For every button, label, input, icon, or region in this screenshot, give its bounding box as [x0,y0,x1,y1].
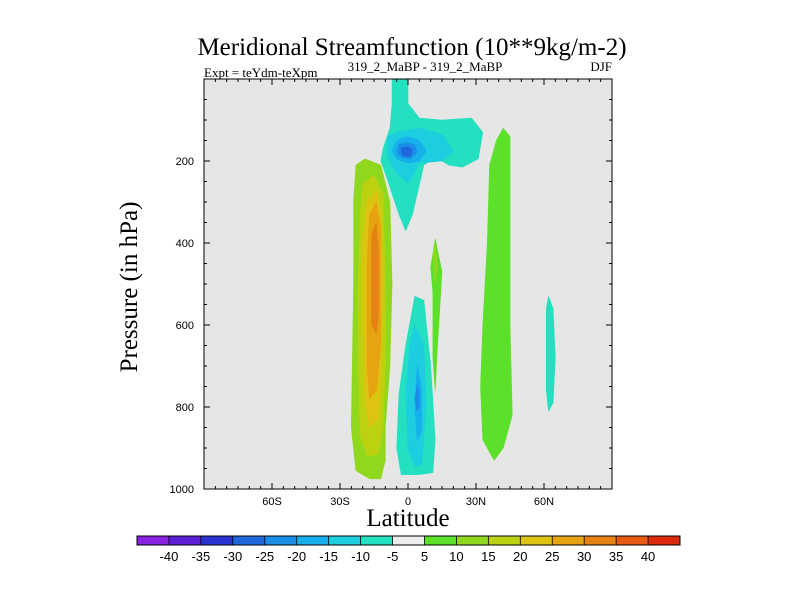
chart-subtitle-right: DJF [590,59,612,74]
x-axis-label: Latitude [366,505,449,532]
contour-nh-neg-small [545,295,556,412]
chart-subtitle-center: 319_2_MaBP - 319_2_MaBP [348,59,503,74]
colorbar-label: -15 [319,549,338,564]
colorbar-swatch [584,536,617,545]
y-tick-label: 600 [176,320,194,332]
colorbar-swatch [648,536,681,545]
colorbar-label: 40 [641,549,655,564]
colorbar: -40 -35 -30 -25 -20 -15 -10 -5 5 10 15 20 25 30 35 40 [136,535,681,564]
colorbar-swatch [456,536,489,545]
contour-lower-neg-20 [414,384,420,412]
colorbar-label: -25 [255,549,274,564]
contour-nh-strip-2 [480,127,513,461]
colorbar-label: -30 [223,549,242,564]
colorbar-swatch [520,536,553,545]
colorbar-label: -35 [191,549,210,564]
y-tick-label: 200 [176,156,194,168]
colorbar-label: -5 [387,549,399,564]
x-tick-label: 0 [405,496,411,508]
colorbar-swatch [392,536,425,545]
colorbar-swatch [168,536,202,545]
contour-nh-strip-1-inner [432,242,438,285]
chart-title: Meridional Streamfunction (10**9kg/m-2) [197,34,626,61]
colorbar-swatch [616,536,649,545]
y-tick-label: 400 [176,238,194,250]
colorbar-swatch [200,536,234,545]
colorbar-label: 30 [577,549,591,564]
axis-ticks: 60S 30S 0 30N 60N 200 400 600 800 1000 [170,78,613,508]
colorbar-swatch [232,536,266,545]
colorbar-label: 10 [449,549,463,564]
x-tick-label: 60S [262,496,282,508]
colorbar-label: 35 [609,549,623,564]
contour-upper-neg-25 [400,146,413,157]
colorbar-label: -20 [287,549,306,564]
colorbar-swatch [328,536,361,545]
colorbar-swatch [264,536,297,545]
contour-sh-cell-30 [371,222,379,334]
colorbar-label: 20 [513,549,527,564]
y-tick-label: 800 [176,402,194,414]
x-tick-label: 30S [330,496,350,508]
chart-subtitle-left: Expt = teYdm-teXpm [204,65,317,80]
contour-nh-strip-1 [430,238,443,391]
contour-regions [350,78,556,480]
y-tick-label: 1000 [170,484,194,496]
colorbar-swatch [424,536,457,545]
colorbar-swatch [296,536,329,545]
colorbar-label: -40 [160,549,179,564]
x-tick-label: 60N [534,496,554,508]
colorbar-label: 25 [545,549,559,564]
colorbar-swatch [360,536,393,545]
colorbar-frame [136,535,681,546]
colorbar-swatch [137,536,170,545]
x-tick-label: 30N [466,496,486,508]
colorbar-swatch [552,536,585,545]
colorbar-swatch [488,536,521,545]
colorbar-label: 15 [481,549,495,564]
y-axis-label: Pressure (in hPa) [116,202,143,373]
colorbar-label: 5 [421,549,428,564]
colorbar-label: -10 [351,549,370,564]
